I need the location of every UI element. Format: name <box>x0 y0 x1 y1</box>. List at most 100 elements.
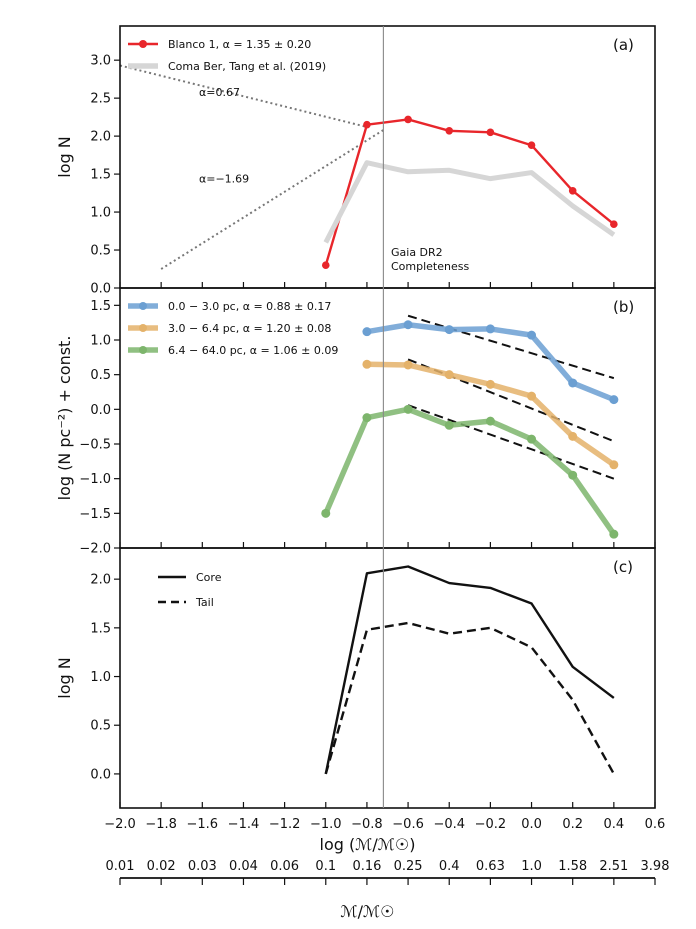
fit-line-b-2 <box>407 404 615 480</box>
legend-label: Coma Ber, Tang et al. (2019) <box>168 60 326 73</box>
secondary-tick-label: 0.03 <box>188 859 217 874</box>
y-tick-label: 2.0 <box>90 130 111 145</box>
data-point-a-0-6 <box>568 186 577 195</box>
data-point-a-0-5 <box>527 141 536 150</box>
data-point-a-0-0 <box>321 261 330 270</box>
panel-b: −2.0 −1.5 −1.0 −0.5 0.0 0.5 1.0 1.5 log (N pc⁻²)… <box>55 287 656 557</box>
data-point-b-2-5 <box>527 434 537 444</box>
secondary-tick-label: 3.98 <box>641 859 670 874</box>
data-point-b-0-5 <box>568 378 578 388</box>
series-line-c-1 <box>324 621 615 775</box>
x-tick-label: −2.0 <box>104 817 136 832</box>
y-tick-label: 0.0 <box>90 767 111 782</box>
x-tick-label: −0.8 <box>351 817 383 832</box>
x-tick-label: −1.4 <box>228 817 260 832</box>
fit-line-b-0 <box>407 314 615 380</box>
y-tick-label: 0.0 <box>90 282 111 297</box>
data-point-b-0-3 <box>485 324 495 334</box>
secondary-tick-label: 0.04 <box>229 859 258 874</box>
x-axis-label: log (ℳ/ℳ☉) <box>320 835 416 854</box>
legend-a: Blanco 1, α = 1.35 ± 0.20 Coma Ber, Tang … <box>128 38 326 73</box>
data-point-b-2-7 <box>609 529 619 539</box>
secondary-tick-label: 0.25 <box>394 859 423 874</box>
data-point-b-0-6 <box>609 395 619 405</box>
y-tick-label: −1.5 <box>79 507 111 522</box>
data-point-b-2-6 <box>568 470 578 480</box>
x-tick-label: −1.6 <box>187 817 219 832</box>
secondary-tick-label: 0.01 <box>106 859 135 874</box>
x-tick-label: 0.2 <box>562 817 583 832</box>
legend-label: 6.4 − 64.0 pc, α = 1.06 ± 0.09 <box>168 344 338 357</box>
x-tick-label: −1.8 <box>145 817 177 832</box>
secondary-tick-label: 0.06 <box>270 859 299 874</box>
data-point-b-1-5 <box>568 431 578 441</box>
data-point-b-1-2 <box>444 370 454 380</box>
x-tick-label: 0.6 <box>645 817 666 832</box>
y-tick-label: −1.0 <box>79 472 111 487</box>
data-point-b-2-4 <box>485 416 495 426</box>
completeness-label-line2: Completeness <box>391 260 469 273</box>
x-tick-label: −0.6 <box>392 817 424 832</box>
y-tick-label: 1.5 <box>90 621 111 636</box>
y-tick-label: 1.0 <box>90 206 111 221</box>
series-line-a-0 <box>324 118 615 266</box>
fit-line-a-1 <box>160 129 384 270</box>
x-tick-label: −1.2 <box>269 817 301 832</box>
secondary-tick-label: 1.0 <box>521 859 542 874</box>
data-point-a-0-1 <box>363 120 371 129</box>
legend-c: Core Tail <box>158 571 222 609</box>
data-point-b-1-1 <box>403 360 413 370</box>
series-line-b-2 <box>323 406 617 536</box>
legend-marker <box>139 302 147 310</box>
data-point-b-1-0 <box>362 359 372 369</box>
y-axis-label: log N <box>55 136 74 177</box>
data-point-a-0-4 <box>486 128 495 137</box>
series-line-a-1 <box>323 160 616 244</box>
y-tick-label: 0.5 <box>90 244 111 259</box>
legend-b: 0.0 − 3.0 pc, α = 0.88 ± 0.17 3.0 − 6.4 p… <box>128 300 338 357</box>
secondary-tick-label: 2.51 <box>599 859 628 874</box>
secondary-tick-label: 1.58 <box>558 859 587 874</box>
data-point-a-0-3 <box>445 127 454 135</box>
x-tick-label: 0.0 <box>521 817 542 832</box>
secondary-tick-label: 0.16 <box>352 859 381 874</box>
y-tick-label: 0.0 <box>90 403 111 418</box>
data-point-b-1-4 <box>527 391 537 401</box>
panel-label: (a) <box>613 36 634 54</box>
series-line-c-0 <box>324 565 615 775</box>
y-tick-label: 3.0 <box>90 54 111 69</box>
y-tick-label: 0.5 <box>90 368 111 383</box>
y-tick-label: 1.0 <box>90 334 111 349</box>
fit-line-a-0 <box>119 64 368 128</box>
y-tick-label: −2.0 <box>79 542 111 557</box>
fit-label-alpha-067: α=0.67 <box>199 86 240 99</box>
legend-marker <box>139 324 147 332</box>
y-tick-label: −0.5 <box>79 438 111 453</box>
y-tick-label: 2.5 <box>90 92 111 107</box>
fit-label-alpha-neg169: α=−1.69 <box>199 172 249 185</box>
x-tick-label: −0.2 <box>475 817 507 832</box>
secondary-axis-label: ℳ/ℳ☉ <box>341 902 395 921</box>
x-tick-label: 0.4 <box>604 817 625 832</box>
legend-label: 0.0 − 3.0 pc, α = 0.88 ± 0.17 <box>168 300 331 313</box>
data-point-b-0-2 <box>444 325 454 335</box>
data-point-b-0-1 <box>403 320 413 330</box>
y-tick-label: 2.0 <box>90 573 111 588</box>
secondary-tick-label: 0.02 <box>147 859 176 874</box>
panel-label: (c) <box>613 558 633 576</box>
panel-label: (b) <box>613 298 634 316</box>
secondary-tick-label: 0.63 <box>476 859 505 874</box>
y-tick-label: 0.5 <box>90 719 111 734</box>
legend-label-core: Core <box>196 571 222 584</box>
y-tick-label: 1.0 <box>90 670 111 685</box>
data-point-b-2-2 <box>403 404 413 414</box>
data-point-b-2-3 <box>444 420 454 430</box>
data-point-a-0-2 <box>404 115 412 124</box>
legend-label: 3.0 − 6.4 pc, α = 1.20 ± 0.08 <box>168 322 331 335</box>
data-point-b-1-3 <box>485 379 495 389</box>
panel-frame-c <box>119 547 656 809</box>
legend-marker <box>139 346 147 354</box>
completeness-label-line1: Gaia DR2 <box>391 246 443 259</box>
data-point-b-1-6 <box>609 460 619 470</box>
